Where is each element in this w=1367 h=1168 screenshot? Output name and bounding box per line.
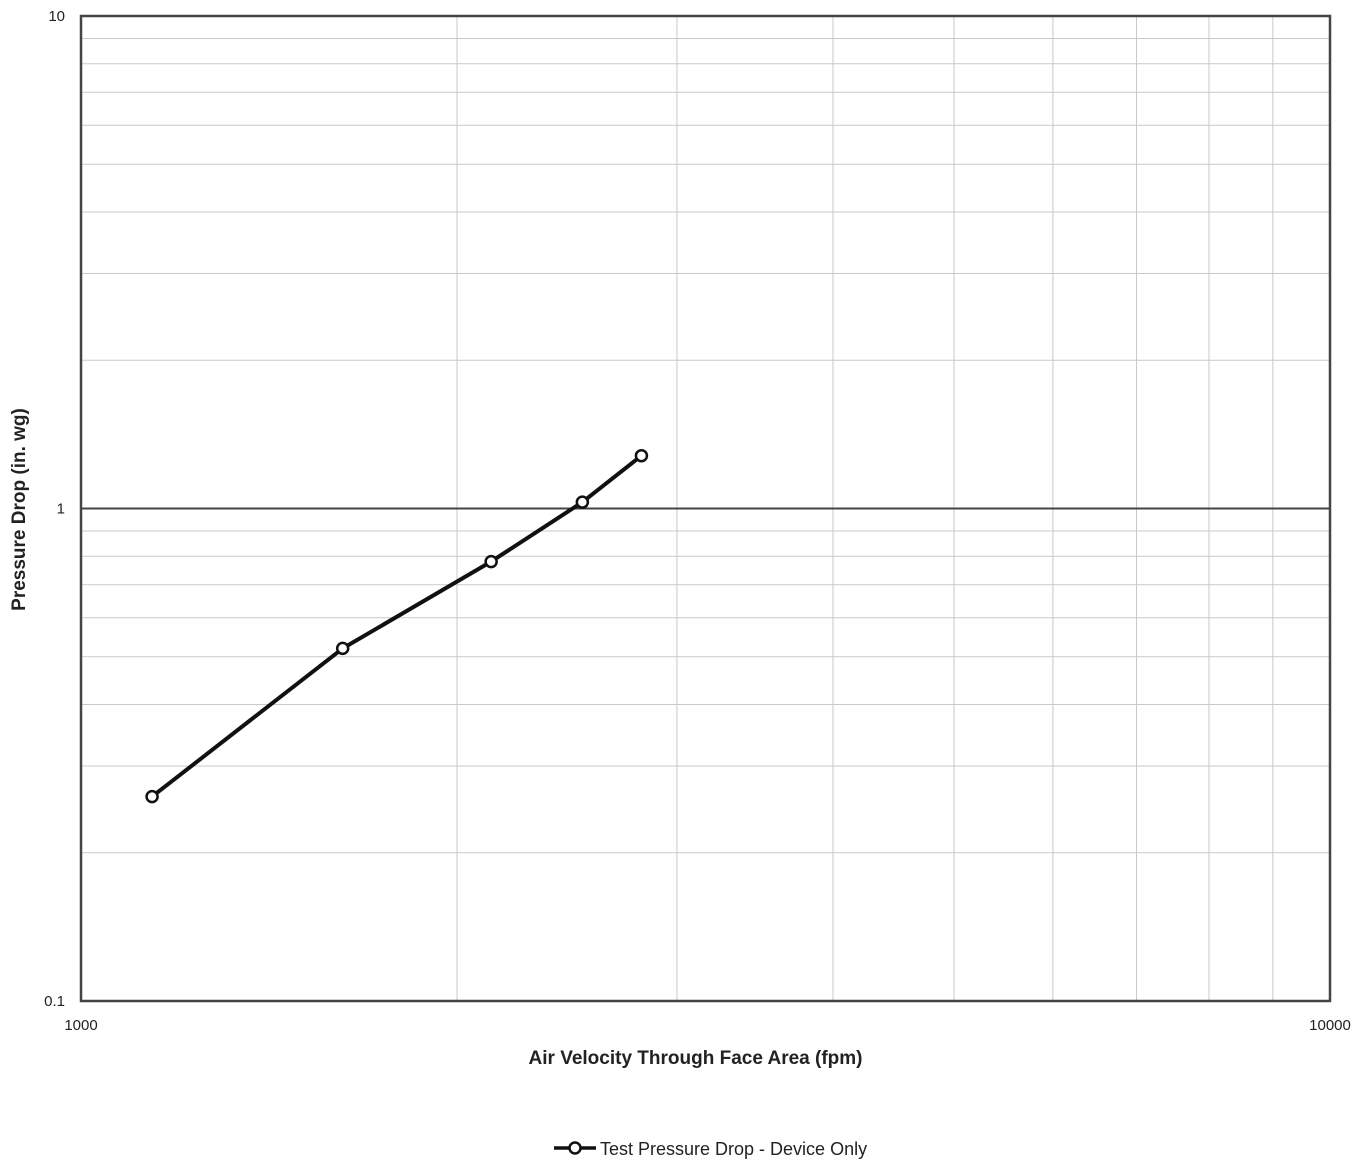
- y-tick-label: 0.1: [44, 993, 65, 1010]
- data-point: [484, 554, 498, 569]
- x-axis-title: Air Velocity Through Face Area (fpm): [529, 1048, 863, 1069]
- plot-frame: [79, 14, 1332, 1003]
- data-point: [634, 448, 649, 463]
- data-point: [575, 495, 590, 509]
- y-tick-label: 1: [57, 501, 65, 518]
- y-axis-title: Pressure Drop (in. wg): [9, 408, 30, 611]
- x-tick-label: 1000: [64, 1017, 97, 1034]
- data-point: [145, 789, 159, 804]
- y-tick-label: 10: [48, 8, 65, 25]
- series-layer: [145, 448, 649, 804]
- series-line: [150, 454, 643, 799]
- legend-label: Test Pressure Drop - Device Only: [600, 1139, 867, 1159]
- legend: Test Pressure Drop - Device Only: [554, 1139, 867, 1159]
- data-point: [335, 641, 350, 656]
- legend-marker: [568, 1141, 582, 1155]
- tick-labels: 0.1 1 10 1000 10000: [44, 8, 1351, 1034]
- x-tick-label: 10000: [1309, 1017, 1351, 1034]
- grid-minor: [81, 16, 1330, 1001]
